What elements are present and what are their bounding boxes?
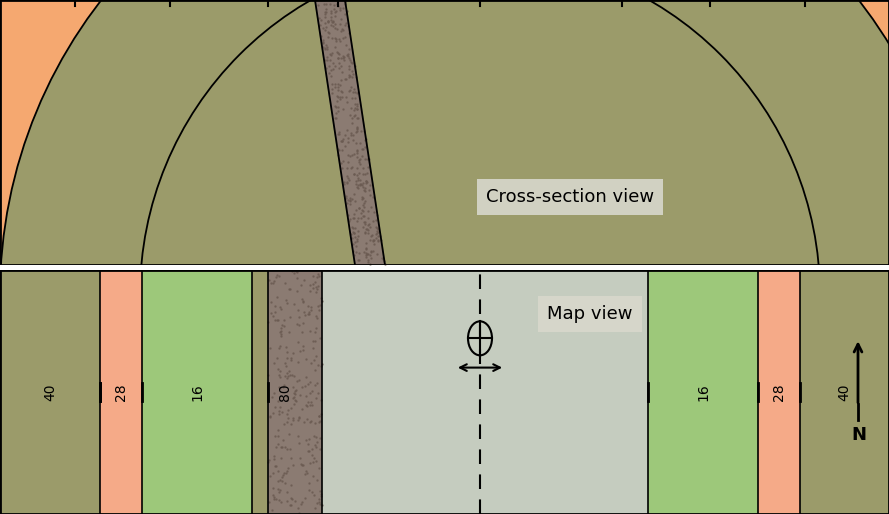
Text: 28: 28: [114, 383, 128, 401]
Bar: [252, 270, 268, 514]
Wedge shape: [0, 0, 889, 295]
Text: 40: 40: [43, 383, 57, 401]
Bar: [268, 270, 322, 514]
Wedge shape: [0, 0, 889, 295]
Bar: [0, 270, 100, 514]
Bar: [100, 270, 142, 514]
Bar: [322, 270, 648, 514]
Text: 16: 16: [696, 383, 710, 401]
Polygon shape: [315, 0, 385, 265]
Bar: [142, 270, 252, 514]
Text: Map view: Map view: [548, 305, 633, 323]
Bar: [758, 270, 800, 514]
Text: 16: 16: [190, 383, 204, 401]
Wedge shape: [0, 0, 889, 295]
Bar: [800, 270, 889, 514]
Text: 40: 40: [837, 383, 851, 401]
Wedge shape: [0, 0, 889, 295]
Bar: [648, 270, 758, 514]
Wedge shape: [140, 0, 820, 295]
Text: 80: 80: [278, 383, 292, 401]
Text: Cross-section view: Cross-section view: [486, 188, 654, 206]
Wedge shape: [0, 0, 889, 295]
Text: N: N: [852, 426, 867, 444]
Text: 28: 28: [772, 383, 786, 401]
